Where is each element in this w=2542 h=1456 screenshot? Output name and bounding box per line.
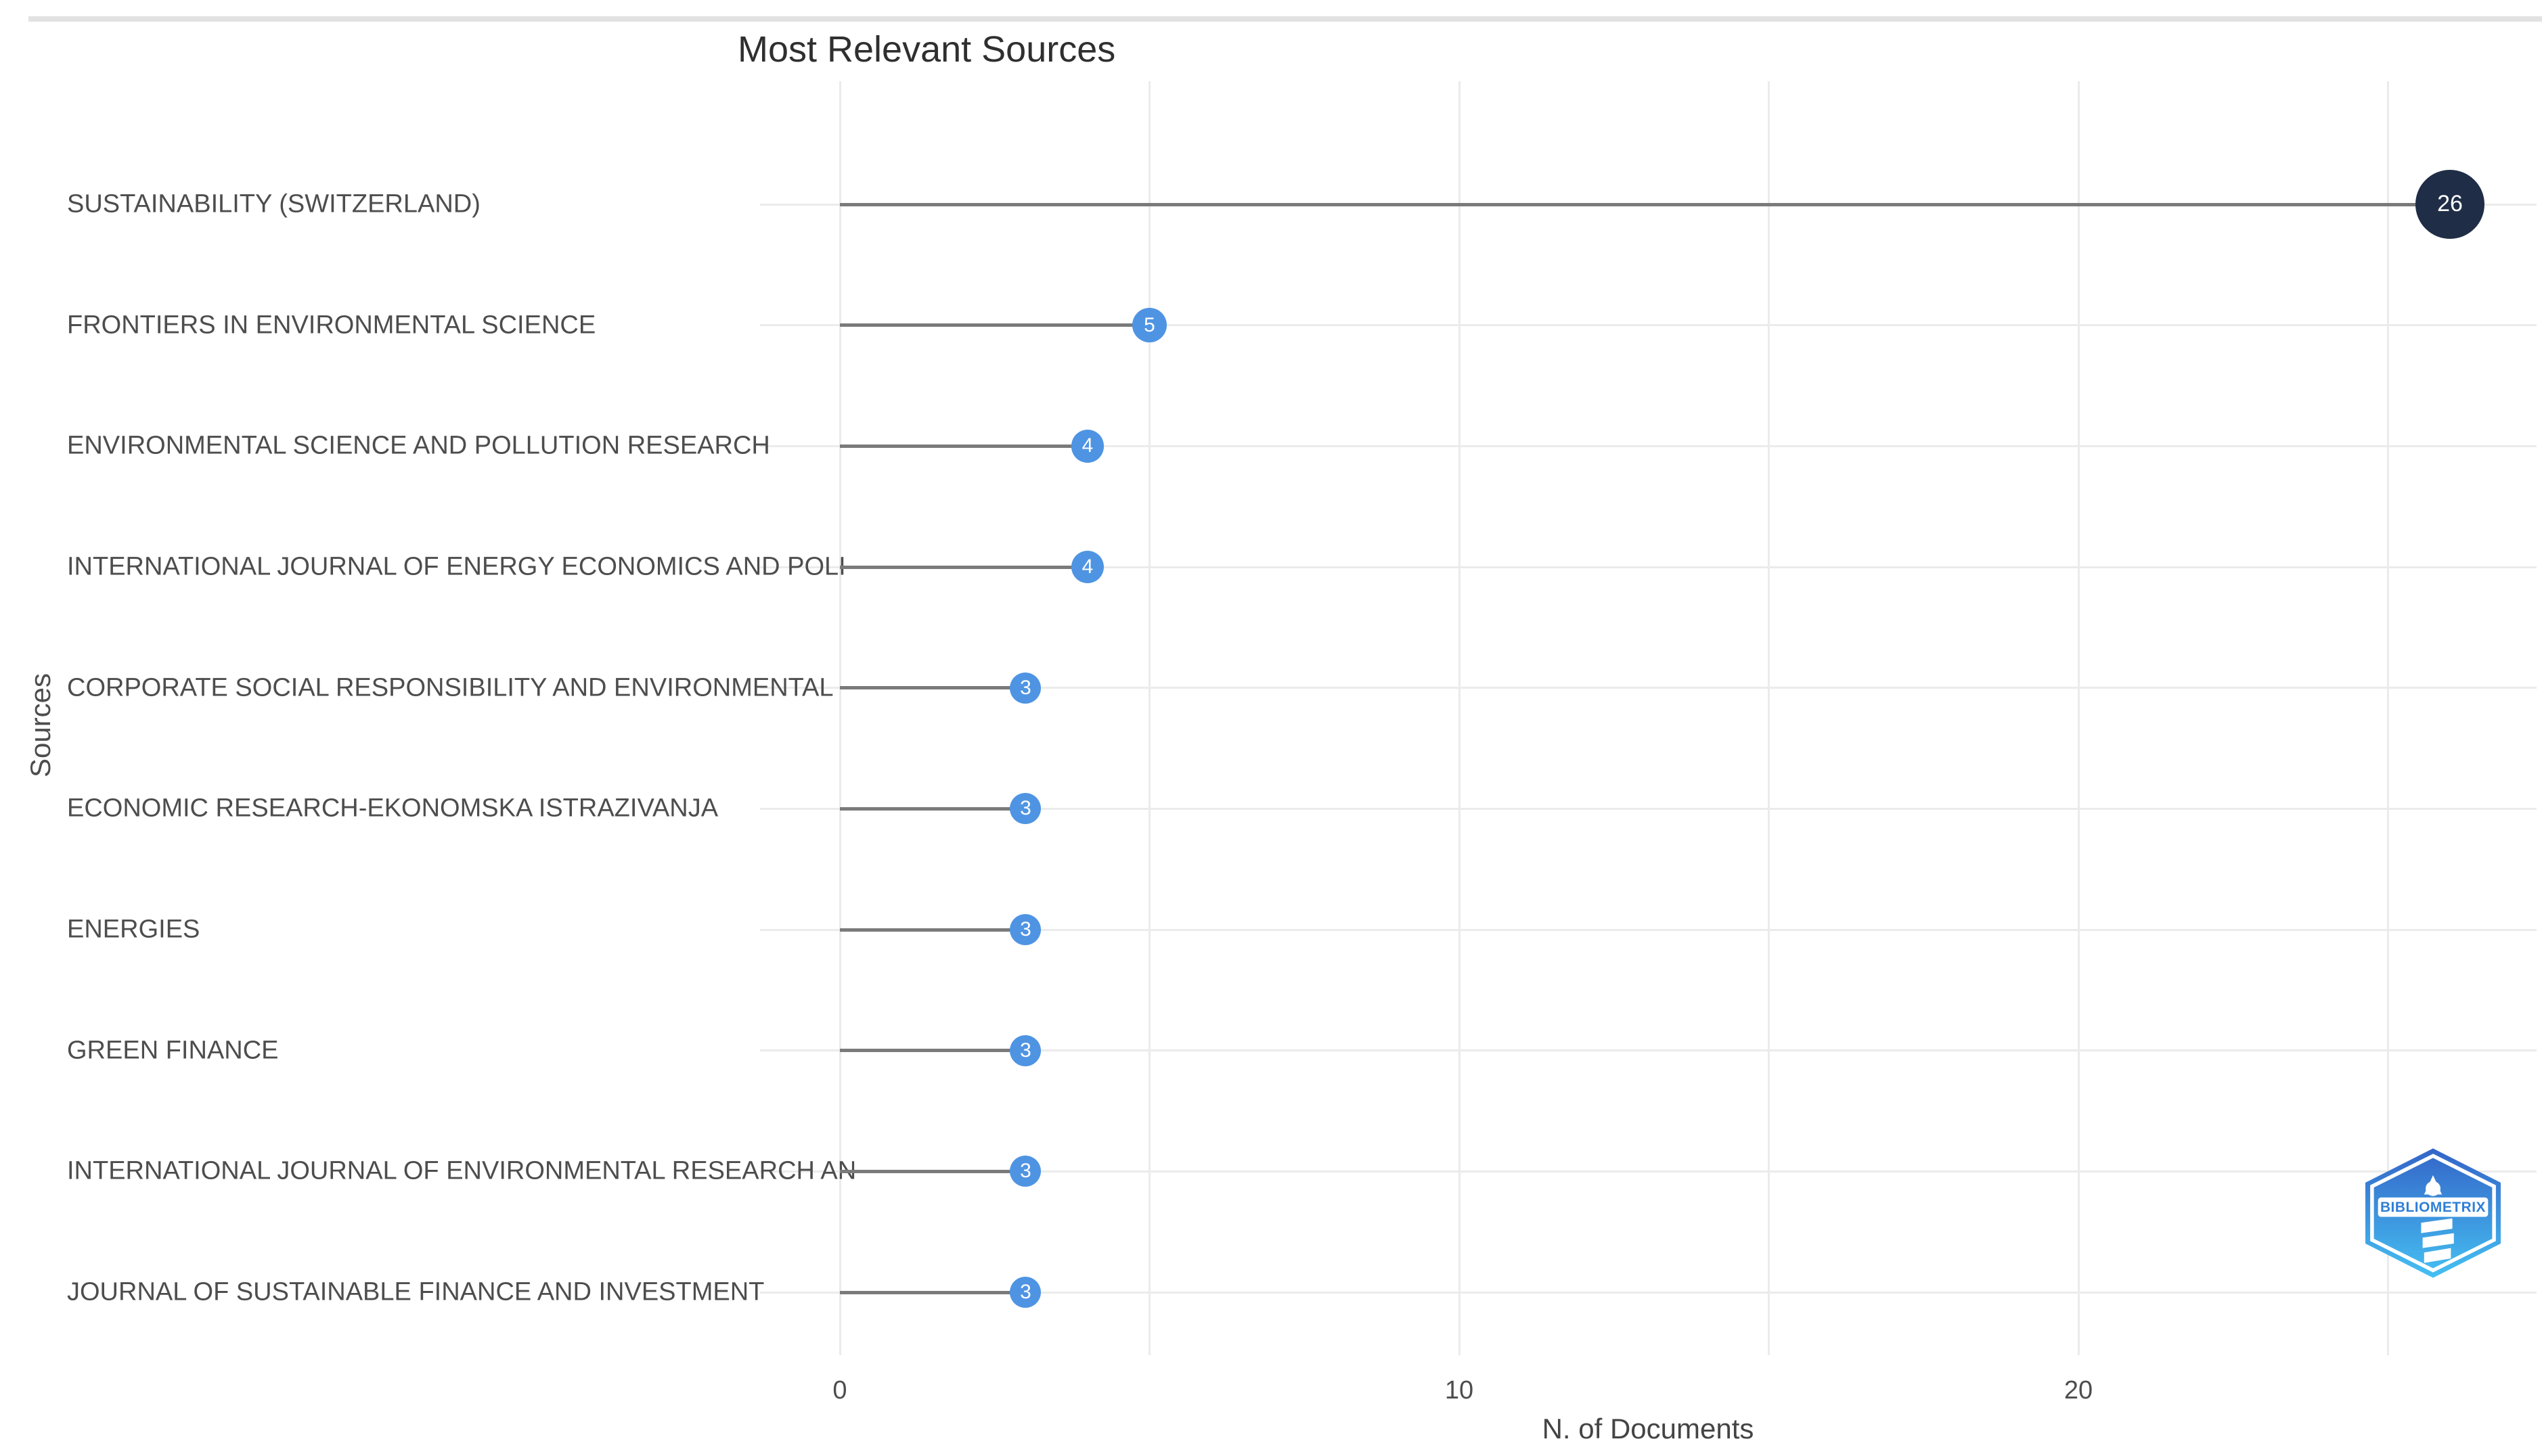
x-axis-title: N. of Documents — [1542, 1413, 1754, 1444]
chart-title: Most Relevant Sources — [738, 29, 1116, 70]
category-label: GREEN FINANCE — [67, 1036, 279, 1065]
category-label: INTERNATIONAL JOURNAL OF ENERGY ECONOMIC… — [67, 552, 846, 581]
lollipop-stem — [840, 928, 1026, 932]
value-bubble[interactable]: 3 — [1010, 1277, 1042, 1309]
x-gridline — [839, 81, 841, 1355]
category-label: JOURNAL OF SUSTAINABLE FINANCE AND INVES… — [67, 1277, 765, 1306]
category-label: SUSTAINABILITY (SWITZERLAND) — [67, 189, 481, 219]
row-gridline — [760, 687, 2537, 689]
logo-lighthouse-top — [2424, 1175, 2443, 1195]
logo-lighthouse-stripe3 — [2424, 1248, 2451, 1263]
row-gridline — [760, 928, 2537, 931]
lollipop-stem — [840, 1169, 1026, 1173]
top-divider-strip — [28, 16, 2542, 22]
category-label: INTERNATIONAL JOURNAL OF ENVIRONMENTAL R… — [67, 1156, 857, 1185]
row-gridline — [760, 1291, 2537, 1294]
row-gridline — [760, 1049, 2537, 1052]
x-gridline — [2077, 81, 2080, 1355]
row-gridline — [760, 445, 2537, 447]
lollipop-stem — [840, 1290, 1026, 1294]
value-bubble[interactable]: 3 — [1010, 1034, 1042, 1066]
bibliometrix-logo: BIBLIOMETRIX — [2365, 1148, 2501, 1278]
category-label: ENERGIES — [67, 915, 200, 944]
lollipop-stem — [840, 444, 1088, 448]
value-bubble[interactable]: 26 — [2415, 169, 2484, 239]
category-label: CORPORATE SOCIAL RESPONSIBILITY AND ENVI… — [67, 673, 834, 702]
category-label: ECONOMIC RESEARCH-EKONOMSKA ISTRAZIVANJA — [67, 794, 719, 823]
value-bubble[interactable]: 3 — [1010, 672, 1042, 704]
value-bubble[interactable]: 3 — [1010, 1156, 1042, 1187]
row-gridline — [760, 1170, 2537, 1173]
x-gridline — [1768, 81, 1770, 1355]
lollipop-stem — [840, 806, 1026, 811]
category-label: FRONTIERS IN ENVIRONMENTAL SCIENCE — [67, 311, 596, 340]
row-gridline — [760, 807, 2537, 810]
row-gridline — [760, 324, 2537, 327]
x-gridline — [2387, 81, 2389, 1355]
logo-lighthouse-stripe2 — [2422, 1233, 2454, 1248]
logo-lighthouse-stripe1 — [2421, 1218, 2453, 1233]
y-axis-title: Sources — [24, 673, 56, 778]
lollipop-stem — [840, 1049, 1026, 1053]
value-bubble[interactable]: 4 — [1071, 430, 1105, 463]
lollipop-stem — [840, 202, 2450, 206]
x-gridline — [1458, 81, 1460, 1355]
value-bubble[interactable]: 3 — [1010, 914, 1042, 946]
x-gridline — [1149, 81, 1151, 1355]
row-gridline — [760, 566, 2537, 568]
x-tick-label: 10 — [1444, 1376, 1474, 1405]
lollipop-stem — [840, 565, 1088, 569]
category-label: ENVIRONMENTAL SCIENCE AND POLLUTION RESE… — [67, 431, 770, 460]
x-tick-label: 20 — [2064, 1376, 2093, 1405]
lollipop-stem — [840, 323, 1150, 327]
x-tick-label: 0 — [832, 1376, 847, 1405]
logo-banner — [2378, 1197, 2489, 1217]
value-bubble[interactable]: 4 — [1071, 550, 1105, 584]
lollipop-stem — [840, 686, 1026, 690]
value-bubble[interactable]: 3 — [1010, 793, 1042, 825]
logo-text: BIBLIOMETRIX — [2380, 1200, 2486, 1215]
value-bubble[interactable]: 5 — [1132, 308, 1167, 343]
